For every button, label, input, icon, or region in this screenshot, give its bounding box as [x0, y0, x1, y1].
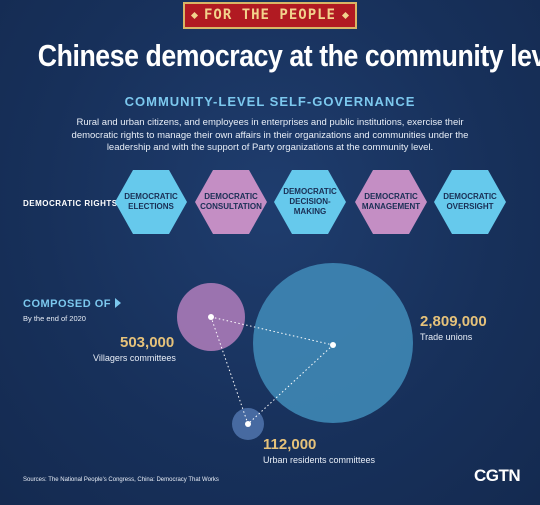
- hex-label: DEMOCRATIC DECISION-MAKING: [283, 187, 337, 216]
- trade-unions-value: 2,809,000: [420, 313, 487, 330]
- hex-label: DEMOCRATIC ELECTIONS: [124, 192, 178, 211]
- connector-trade-urban: [247, 344, 334, 425]
- trade-unions-caption: Trade unions: [420, 332, 473, 342]
- connector-villagers-trade: [210, 316, 334, 346]
- cgtn-logo: CGTN: [474, 466, 521, 485]
- villagers-committees-value: 503,000: [120, 334, 175, 351]
- hex-label: DEMOCRATIC OVERSIGHT: [443, 192, 497, 211]
- sources-note: Sources: The National People's Congress,…: [23, 477, 219, 483]
- headline: Chinese democracy at the community level: [37, 38, 540, 73]
- play-arrow-icon: [115, 298, 122, 308]
- hex-label: DEMOCRATIC CONSULTATION: [200, 192, 262, 211]
- urban-residents-committees-caption: Urban residents committees: [263, 455, 376, 465]
- composed-of-text: COMPOSED OF: [23, 298, 112, 310]
- for-the-people-banner: FOR THE PEOPLE: [183, 2, 357, 29]
- as-of-date: By the end of 2020: [23, 314, 86, 323]
- hex-democratic-consultation: DEMOCRATIC CONSULTATION: [195, 170, 267, 234]
- hex-label: DEMOCRATIC MANAGEMENT: [361, 192, 421, 211]
- urban-residents-committees-value: 112,000: [263, 436, 317, 453]
- node-dot: [208, 314, 214, 320]
- villagers-committees-caption: Villagers committees: [93, 353, 176, 363]
- democratic-rights-label: DEMOCRATIC RIGHTS: [23, 199, 118, 208]
- section-subtitle: COMMUNITY-LEVEL SELF-GOVERNANCE: [124, 94, 416, 109]
- connector-lines: [210, 316, 334, 425]
- hex-democratic-decision-making: DEMOCRATIC DECISION-MAKING: [274, 170, 346, 234]
- hex-democratic-management: DEMOCRATIC MANAGEMENT: [355, 170, 427, 234]
- hex-democratic-oversight: DEMOCRATIC OVERSIGHT: [434, 170, 506, 234]
- node-dot: [330, 342, 336, 348]
- hex-democratic-elections: DEMOCRATIC ELECTIONS: [115, 170, 187, 234]
- composed-of-label: COMPOSED OF: [23, 298, 122, 310]
- node-dot: [245, 421, 251, 427]
- connector-urban-villagers: [210, 316, 249, 425]
- intro-paragraph: Rural and urban citizens, and employees …: [71, 117, 469, 153]
